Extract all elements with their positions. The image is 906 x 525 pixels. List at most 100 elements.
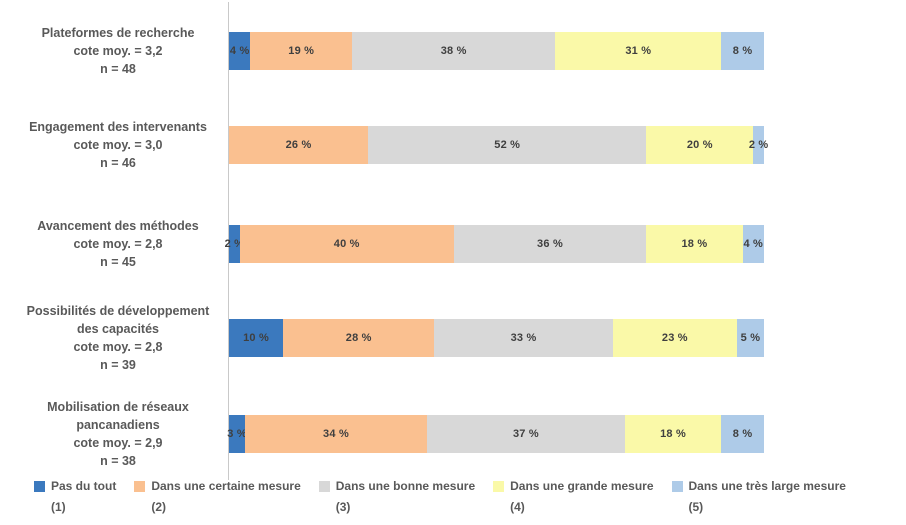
data-label: 8 %	[732, 45, 753, 57]
data-label: 5 %	[740, 332, 761, 344]
category-label-line: Mobilisation de réseaux	[47, 400, 189, 414]
data-label: 8 %	[732, 428, 753, 440]
category-label-line: Possibilités de développement	[26, 304, 210, 318]
legend-entry: Dans une bonne mesure	[318, 478, 476, 494]
bar-segment: 3 %	[227, 415, 247, 453]
category-label-line: n = 38	[100, 454, 136, 468]
data-label: 40 %	[333, 238, 360, 250]
legend-scale-number: (4)	[510, 500, 525, 514]
chart-row: Engagement des intervenants cote moy. = 3…	[0, 120, 906, 170]
bar-segment: 4 %	[742, 225, 764, 263]
category-label-line: n = 48	[100, 62, 136, 76]
bar-segment: 19 %	[250, 32, 353, 70]
legend-item: Dans une certaine mesure (2)	[134, 478, 301, 514]
bar-segment: 52 %	[368, 126, 647, 164]
data-label: 19 %	[288, 45, 315, 57]
category-label-line: cote moy. = 3,0	[73, 138, 163, 152]
data-label: 26 %	[285, 139, 312, 151]
legend-label: Dans une grande mesure	[510, 479, 654, 493]
bar-segment: 31 %	[555, 32, 722, 70]
legend-scale-number: (5)	[688, 500, 704, 514]
bar-segment: 20 %	[646, 126, 754, 164]
data-label: 2 %	[748, 139, 769, 151]
bar-segment: 10 %	[229, 319, 284, 357]
bar-segment: 34 %	[245, 415, 427, 453]
data-label: 23 %	[661, 332, 688, 344]
category-label: Engagement des intervenants cote moy. = 3…	[12, 118, 224, 172]
category-label-line: cote moy. = 3,2	[73, 44, 163, 58]
legend-label: Dans une très large mesure	[688, 479, 846, 493]
data-label: 4 %	[229, 45, 250, 57]
data-label: 38 %	[440, 45, 467, 57]
category-label-line: Engagement des intervenants	[29, 120, 207, 134]
chart-row: Avancement des méthodes cote moy. = 2,8 n …	[0, 219, 906, 269]
chart-legend: Pas du tout (1) Dans une certaine mesure (2…	[0, 478, 906, 514]
legend-swatch-icon	[34, 480, 45, 492]
bar-segment: 28 %	[283, 319, 435, 357]
legend-scale-number: (1)	[51, 500, 66, 514]
data-label: 2 %	[224, 238, 245, 250]
data-label: 52 %	[494, 139, 521, 151]
data-label: 28 %	[345, 332, 372, 344]
bar-segment: 4 %	[229, 32, 251, 70]
stacked-bar: 2 % 40 % 36 % 18 % 4 %	[225, 225, 764, 263]
category-label-line: des capacités	[77, 322, 159, 336]
legend-item: Dans une très large mesure (5)	[671, 478, 846, 514]
legend-scale-number: (2)	[151, 500, 167, 514]
bar-segment: 2 %	[225, 225, 244, 263]
data-label: 18 %	[681, 238, 708, 250]
category-label-line: n = 45	[100, 255, 136, 269]
bar-segment: 36 %	[453, 225, 647, 263]
legend-entry: Pas du tout	[34, 478, 116, 494]
category-label: Plateformes de recherche cote moy. = 3,2 n…	[12, 24, 224, 78]
y-axis-line	[228, 2, 229, 480]
legend-swatch-icon	[493, 480, 505, 492]
stacked-bar: 3 % 34 % 37 % 18 % 8 %	[227, 415, 764, 453]
category-label-line: pancanadiens	[76, 418, 160, 432]
category-label-line: cote moy. = 2,8	[73, 340, 163, 354]
category-label-line: Avancement des méthodes	[37, 219, 199, 233]
bar-segment: 18 %	[624, 415, 722, 453]
chart-row: Plateformes de recherche cote moy. = 3,2 n…	[0, 26, 906, 76]
category-label: Avancement des méthodes cote moy. = 2,8 n …	[12, 217, 224, 271]
stacked-bar: 4 % 19 % 38 % 31 % 8 %	[229, 32, 764, 70]
legend-entry: Dans une certaine mesure	[134, 478, 301, 494]
data-label: 20 %	[686, 139, 713, 151]
data-label: 10 %	[243, 332, 269, 344]
legend-label: Dans une certaine mesure	[151, 479, 301, 493]
legend-swatch-icon	[134, 480, 146, 492]
data-label: 18 %	[660, 428, 686, 440]
chart-row: Mobilisation de réseaux pancanadiens cote …	[0, 400, 906, 468]
data-label: 37 %	[512, 428, 539, 440]
bar-segment: 40 %	[239, 225, 454, 263]
bar-segment: 2 %	[749, 126, 768, 164]
legend-scale-number: (3)	[335, 500, 351, 514]
data-label: 4 %	[743, 238, 764, 250]
category-label: Mobilisation de réseaux pancanadiens cote …	[12, 398, 224, 470]
bar-segment: 23 %	[612, 319, 737, 357]
legend-entry: Dans une grande mesure	[493, 478, 654, 494]
stacked-bar: 10 % 28 % 33 % 23 % 5 %	[229, 319, 764, 357]
category-label: Possibilités de développement des capacit…	[12, 302, 224, 374]
legend-swatch-icon	[318, 480, 330, 492]
bar-segment: 37 %	[426, 415, 625, 453]
data-label: 33 %	[510, 332, 537, 344]
stacked-bar: 26 % 52 % 20 % 2 %	[229, 126, 768, 164]
category-label-line: cote moy. = 2,9	[73, 436, 163, 450]
legend-item: Dans une grande mesure (4)	[493, 478, 654, 514]
data-label: 3 %	[227, 428, 247, 440]
chart-row: Possibilités de développement des capacit…	[0, 304, 906, 372]
data-label: 31 %	[625, 45, 652, 57]
data-label: 36 %	[537, 238, 563, 250]
bar-segment: 18 %	[646, 225, 743, 263]
category-label-line: n = 39	[100, 358, 136, 372]
legend-item: Dans une bonne mesure (3)	[318, 478, 476, 514]
bar-segment: 38 %	[352, 32, 556, 70]
data-label: 34 %	[323, 428, 349, 440]
legend-entry: Dans une très large mesure	[671, 478, 846, 494]
legend-label: Dans une bonne mesure	[335, 479, 476, 493]
category-label-line: Plateformes de recherche	[41, 26, 195, 40]
bar-segment: 8 %	[721, 415, 764, 453]
bar-segment: 26 %	[229, 126, 369, 164]
